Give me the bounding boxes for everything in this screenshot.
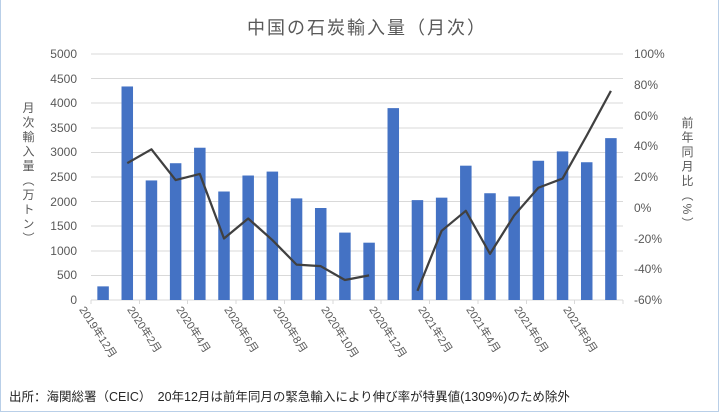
right-axis-tick-label: -20% [634,231,663,246]
left-axis-tick-label: 500 [56,268,77,283]
right-axis-tick-label: 40% [634,139,659,154]
left-axis-title: 月次輸入量（万トン） [21,101,35,247]
left-axis-tick-label: 5000 [50,47,77,61]
yoy-line-segment [126,148,370,282]
right-axis-title: 前年同月比（%） [680,116,694,232]
left-axis-tick-label: 2000 [50,194,77,209]
bar-2019年12月 [97,286,109,300]
right-axis-tick-label: -40% [634,262,663,277]
bar-2021年7月 [556,151,569,300]
bar-2020年12月 [387,108,400,301]
right-axis-tick-label: 80% [634,77,659,92]
right-axis-tick-label: -60% [634,293,663,307]
bar-2020年2月 [145,180,158,300]
bar-2020年5月 [218,191,230,300]
right-axis-tick-label: 100% [634,47,665,61]
bar-2021年8月 [580,162,593,300]
bar-2021年9月 [605,138,617,300]
left-axis-tick-label: 3500 [50,120,77,135]
bar-2020年9月 [314,208,327,300]
bar-2020年8月 [290,198,303,300]
bar-2020年3月 [169,163,182,300]
bar-2021年2月 [435,197,448,300]
left-axis-tick-label: 0 [70,293,77,307]
left-axis-tick-label: 1000 [50,243,77,258]
left-axis-tick-label: 4500 [50,71,77,86]
bar-2020年1月 [121,86,134,300]
yoy-line-segment [416,90,612,292]
bar-2020年11月 [363,242,375,300]
bar-2021年1月 [411,200,424,300]
source-note: 出所：海関総署（CEIC） 20年12月は前年同月の緊急輸入により伸び率が特異値… [9,390,570,404]
right-axis-tick-label: 20% [634,170,659,184]
bar-2020年6月 [242,175,254,300]
bar-2021年5月 [508,196,520,300]
chart-title: 中国の石炭輸入量（月次） [247,18,487,38]
bar-2021年6月 [532,160,545,300]
bar-2020年10月 [339,232,351,300]
left-axis-tick-label: 1500 [50,219,77,234]
left-axis-tick-label: 3000 [50,145,77,160]
bar-2021年4月 [484,193,496,300]
bar-2021年3月 [460,165,472,300]
right-axis-tick-label: 0% [634,200,652,215]
right-axis-tick-label: 60% [634,108,659,123]
bar-2020年7月 [266,171,279,300]
bar-2020年4月 [194,147,206,300]
left-axis-tick-label: 4000 [50,96,77,111]
left-axis-tick-label: 2500 [50,170,77,184]
